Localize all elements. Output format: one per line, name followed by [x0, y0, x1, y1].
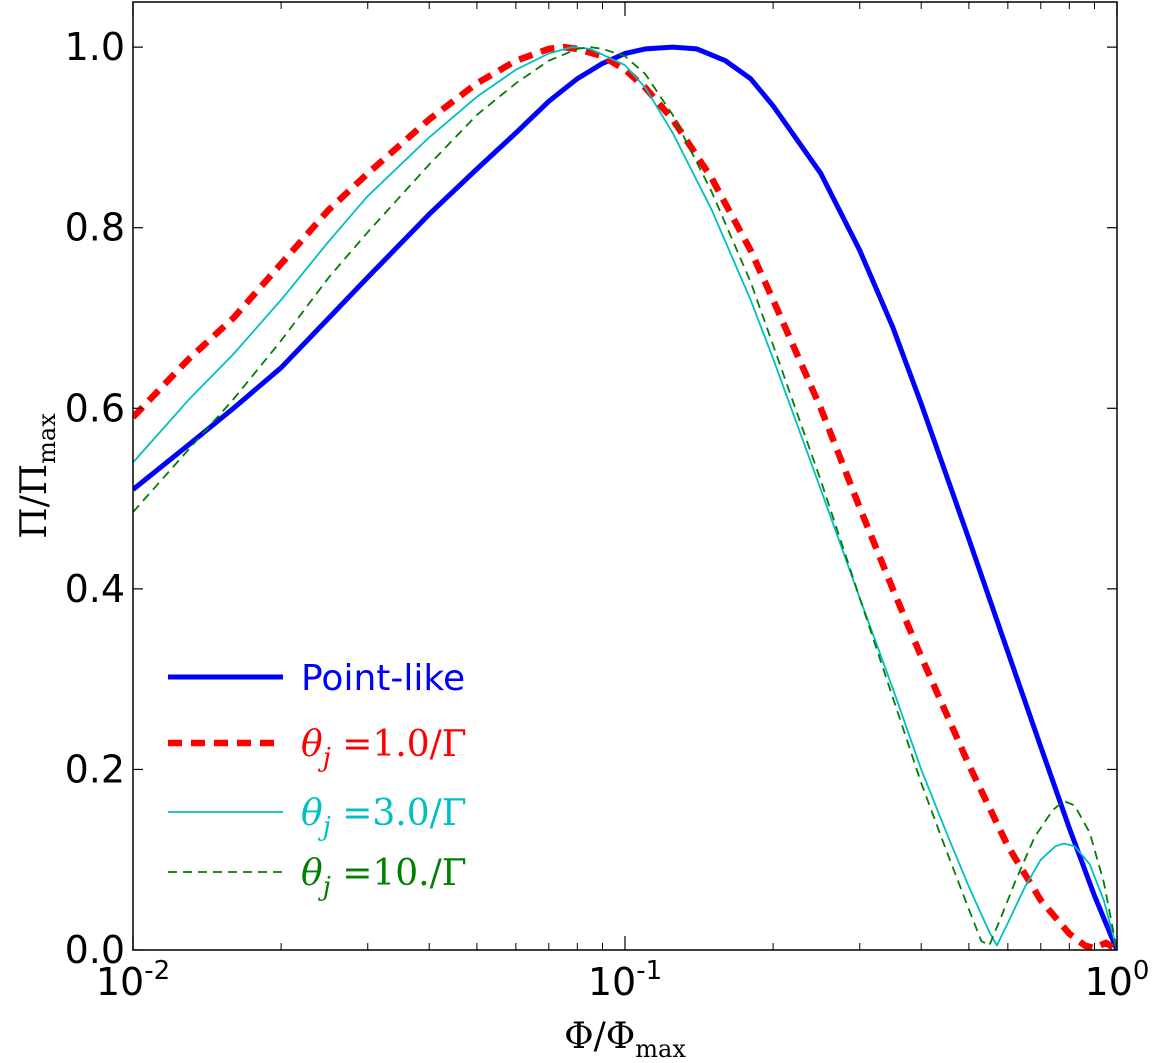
y-tick-label: 0.2: [65, 747, 125, 791]
ticks-layer: 0.0 0.2 0.4 0.6 0.8 1.0 10-2 10-1 100: [65, 2, 1150, 1004]
legend-label-1: θj =1.0/Γ: [301, 724, 467, 773]
legend: Point-like θj =1.0/Γ θj =3.0/Γ θj =10./Γ: [168, 658, 467, 902]
legend-label-3: θj =10./Γ: [301, 853, 467, 902]
series-layer: [133, 43, 1117, 950]
series-line-3: [133, 46, 1117, 950]
legend-label-2: θj =3.0/Γ: [301, 793, 467, 842]
series-line-1: [133, 43, 1117, 950]
x-tick-label: 10-1: [588, 956, 662, 1004]
y-tick-label: 0.4: [65, 567, 125, 611]
x-tick-label: 10-2: [96, 956, 170, 1004]
series-line-2: [133, 46, 1117, 950]
legend-label-0: Point-like: [301, 658, 465, 699]
x-axis-label: Φ/Φmax: [564, 1016, 686, 1063]
y-tick-label: 0.0: [65, 928, 125, 972]
y-tick-label: 0.6: [65, 386, 125, 430]
y-tick-label: 1.0: [65, 25, 125, 69]
plot-frame: [132, 1, 1118, 951]
y-axis-label: Π/Πmax: [14, 413, 61, 539]
y-tick-label: 0.8: [65, 206, 125, 250]
series-line-0: [133, 44, 1117, 950]
x-tick-label: 100: [1085, 956, 1150, 1004]
